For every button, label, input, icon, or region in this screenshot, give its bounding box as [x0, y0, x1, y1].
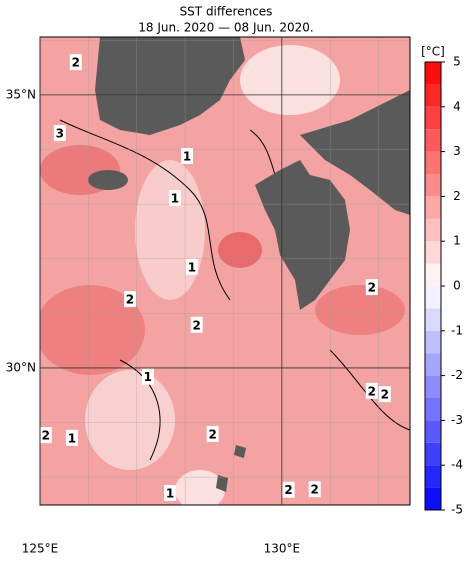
contour-label: 2 — [284, 483, 292, 497]
contour-label: 1 — [188, 260, 196, 274]
contour-label: 2 — [311, 483, 319, 497]
land — [300, 90, 410, 215]
cool-patch — [85, 370, 175, 470]
contour-label: 2 — [368, 281, 376, 295]
contour-label-box — [378, 386, 391, 403]
contour-label-box — [190, 316, 203, 333]
x-tick-label: 125°E — [22, 542, 59, 556]
colorbar-cell — [425, 375, 441, 398]
colorbar-tick-label: 5 — [453, 55, 461, 69]
colorbar-cell — [425, 487, 441, 510]
contour-label-box — [65, 429, 78, 446]
colorbar-cell — [425, 398, 441, 421]
colorbar-tick-label: -3 — [451, 413, 463, 427]
colorbar-tick-label: -1 — [451, 323, 463, 337]
colorbar-tick-label: -5 — [451, 503, 463, 517]
y-tick-label: 30°N — [6, 360, 36, 374]
contour-label-box — [168, 190, 181, 207]
colorbar-tick-label: 0 — [453, 279, 461, 293]
land — [95, 37, 245, 135]
contour-label-box — [53, 125, 66, 142]
colorbar-cell — [425, 218, 441, 242]
cool-patch — [175, 470, 225, 505]
colorbar-cell — [425, 420, 441, 443]
colorbar-unit: [°C] — [421, 45, 445, 59]
warm-patch — [40, 285, 145, 375]
y-tick-label: 35°N — [6, 87, 36, 101]
subtitle: 18 Jun. 2020 — 08 Jun. 2020. — [138, 21, 313, 35]
contour-label-box — [365, 279, 378, 296]
colorbar-cell — [425, 465, 441, 488]
contour-label-box — [185, 258, 198, 275]
colorbar-cell — [425, 129, 441, 152]
contour-line — [59, 119, 410, 461]
contour-label: 2 — [72, 56, 80, 70]
contour-label-box — [308, 481, 321, 498]
cool-patch — [135, 160, 205, 300]
contour-label: 1 — [68, 431, 76, 445]
contour-label: 1 — [183, 150, 191, 164]
colorbar-cell — [425, 62, 441, 85]
land — [216, 475, 228, 492]
contour-label-box — [123, 291, 136, 308]
colorbar-cell — [425, 241, 441, 264]
land — [88, 170, 128, 190]
colorbar-cell — [425, 106, 441, 130]
title: SST differences — [180, 5, 273, 19]
contour-label: 2 — [381, 388, 389, 402]
contour-label-box — [141, 368, 154, 385]
colorbar-tick-label: 2 — [453, 189, 461, 203]
contour-label-box — [40, 427, 52, 444]
warm-patch — [315, 285, 405, 335]
colorbar-tick-label: -4 — [451, 458, 463, 472]
colorbar-tick-label: 1 — [453, 234, 461, 248]
contour-label-box — [206, 426, 219, 443]
contour-label-box — [282, 481, 295, 498]
colorbar-cell — [425, 151, 441, 174]
contour-label: 1 — [144, 370, 152, 384]
colorbar-cell — [425, 353, 441, 376]
x-tick-label: 130°E — [264, 542, 301, 556]
contour-label-box — [181, 148, 194, 165]
contour-label-box — [365, 382, 378, 399]
colorbar-cell — [425, 442, 441, 466]
contour-label: 1 — [171, 192, 179, 206]
colorbar-cell — [425, 330, 441, 354]
colorbar-cell — [425, 84, 441, 107]
contour-label-box — [164, 484, 177, 501]
contour-label: 3 — [56, 127, 64, 141]
contour-label: 2 — [126, 293, 134, 307]
colorbar-tick-label: 4 — [453, 99, 461, 113]
warm-patch — [218, 232, 262, 268]
colorbar-tick-label: 3 — [453, 144, 461, 158]
colorbar-cell — [425, 174, 441, 197]
colorbar-tick-label: -2 — [451, 368, 463, 382]
contour-label: 2 — [208, 428, 216, 442]
contour-label-box — [69, 54, 82, 71]
colorbar-cell — [425, 286, 441, 309]
land — [234, 445, 246, 458]
contour-label: 2 — [193, 318, 201, 332]
contour-label: 2 — [368, 384, 376, 398]
colorbar-cell — [425, 263, 441, 286]
colorbar-cell — [425, 308, 441, 331]
cool-patch — [240, 45, 340, 115]
contour-label: 1 — [166, 486, 174, 500]
contour-label: 2 — [42, 429, 50, 443]
colorbar-cell — [425, 196, 441, 219]
land — [255, 160, 350, 310]
